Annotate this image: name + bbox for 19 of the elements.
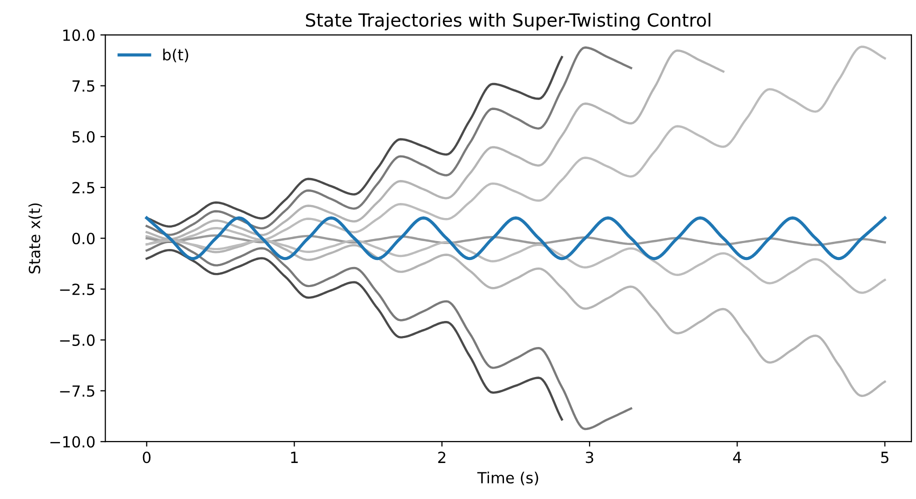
y-tick-label: 2.5 (72, 182, 94, 194)
y-tick-label: 0.0 (72, 232, 95, 244)
chart-title: State Trajectories with Super-Twisting Control (306, 12, 710, 30)
y-axis-title: State x(t) (28, 203, 42, 274)
y-tick-label: −5.0 (60, 334, 95, 346)
y-tick-label: −10.0 (50, 436, 95, 448)
x-tick-label: 1 (291, 452, 298, 463)
x-tick-label: 3 (586, 452, 594, 464)
y-tick-label: 5.0 (72, 131, 95, 143)
x-tick-label: 0 (142, 452, 151, 464)
legend-label: b(t) (163, 48, 188, 62)
y-tick-label: 7.5 (72, 80, 94, 92)
y-tick-label: −7.5 (60, 385, 94, 397)
y-tick-label: 10.0 (63, 29, 95, 41)
x-tick-label: 4 (733, 452, 742, 463)
y-tick-label: −2.5 (60, 284, 94, 296)
x-tick-label: 2 (438, 452, 446, 463)
x-axis-title: Time (s) (477, 472, 538, 486)
x-tick-label: 5 (881, 452, 888, 464)
